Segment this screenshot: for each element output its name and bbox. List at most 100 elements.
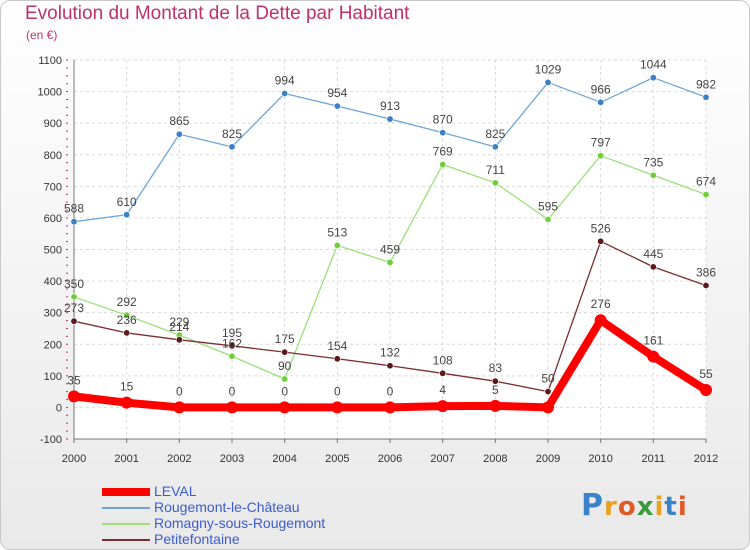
data-point (384, 401, 396, 414)
data-point (439, 129, 447, 137)
y-tick-label: 300 (44, 308, 62, 320)
data-label: 386 (696, 266, 716, 280)
data-label: 0 (281, 384, 288, 398)
data-label: 0 (229, 384, 236, 398)
data-point (281, 348, 289, 356)
data-label: 982 (696, 77, 716, 91)
data-point (278, 401, 291, 414)
logo-letter: i (654, 492, 665, 522)
data-point (226, 401, 238, 414)
data-label: 588 (64, 202, 84, 216)
data-label: 994 (275, 73, 295, 87)
data-point (228, 143, 236, 151)
data-label: 0 (176, 384, 183, 398)
y-tick-label: 1000 (38, 87, 62, 99)
chart-subtitle: (en €) (26, 28, 58, 42)
data-label: 445 (643, 247, 663, 261)
data-label: 526 (591, 221, 611, 235)
legend-swatch (102, 507, 150, 509)
logo-letter: r (604, 492, 618, 522)
x-tick-label: 2010 (588, 453, 612, 465)
data-point (175, 130, 183, 138)
data-point (70, 317, 78, 325)
data-point (702, 93, 710, 101)
x-tick-label: 2003 (220, 453, 244, 465)
data-point (489, 399, 502, 412)
data-point (68, 390, 80, 403)
data-point (702, 282, 710, 290)
plot-area (74, 60, 706, 439)
x-tick-label: 2001 (114, 453, 138, 465)
data-point (123, 311, 131, 319)
data-label: 15 (120, 380, 134, 394)
x-tick-label: 2007 (430, 453, 454, 465)
data-point (228, 352, 236, 360)
data-label: 90 (278, 359, 292, 373)
data-point (649, 263, 657, 271)
data-point (439, 369, 447, 377)
data-label: 229 (169, 315, 189, 329)
x-tick-label: 2002 (167, 453, 191, 465)
data-point (173, 401, 186, 414)
legend-label: Romagny-sous-Rougemont (154, 515, 326, 531)
data-label: 735 (643, 155, 663, 169)
data-label: 0 (334, 384, 341, 398)
data-label: 825 (485, 127, 505, 141)
data-label: 195 (222, 326, 242, 340)
y-tick-label: 100 (44, 371, 62, 383)
data-point (649, 74, 657, 82)
data-point (333, 102, 341, 110)
grid (73, 59, 707, 440)
data-point (333, 241, 341, 249)
data-label: 913 (380, 99, 400, 113)
data-label: 1029 (535, 62, 562, 76)
y-tick-label: 900 (44, 118, 62, 130)
data-label: 50 (541, 372, 555, 386)
legend-label: Rougemont-le-Château (154, 499, 300, 515)
data-point (491, 179, 499, 187)
data-label: 769 (433, 145, 453, 159)
data-label: 175 (275, 332, 295, 346)
data-label: 797 (591, 136, 611, 150)
logo-letter: i (677, 492, 688, 522)
logo-letter: t (664, 492, 678, 522)
legend-swatch (102, 488, 150, 496)
data-label: 459 (380, 242, 400, 256)
y-tick-label: 600 (44, 213, 62, 225)
data-point (120, 396, 133, 409)
data-point (544, 388, 552, 396)
axes: -100010020030040050060070080090010001100… (38, 55, 719, 465)
x-tick-label: 2008 (483, 453, 507, 465)
data-point (436, 400, 449, 413)
data-label: 132 (380, 346, 400, 360)
data-point (281, 375, 289, 383)
data-point (647, 350, 660, 363)
data-point (702, 191, 710, 199)
logo-letter: x (636, 492, 655, 522)
data-point (439, 161, 447, 169)
data-point (542, 401, 554, 414)
data-label: 4 (439, 383, 446, 397)
data-point (649, 171, 657, 179)
data-label: 83 (489, 361, 503, 375)
data-point (544, 215, 552, 223)
data-label: 55 (699, 367, 713, 381)
data-label: 162 (222, 336, 242, 350)
data-label: 966 (591, 82, 611, 96)
data-point (331, 401, 344, 414)
proxiti-logo: Proxiti (581, 488, 688, 523)
x-tick-label: 2006 (378, 453, 402, 465)
data-point (175, 336, 183, 344)
data-point (386, 362, 394, 370)
y-tick-label: 1100 (38, 55, 62, 67)
y-tick-label: 800 (44, 150, 62, 162)
data-point (597, 237, 605, 245)
data-point (491, 143, 499, 151)
x-tick-label: 2000 (62, 453, 86, 465)
data-label: 273 (64, 301, 84, 315)
data-labels: 588 610 865 825 994 954 913 870 825 1029 966 1044 98… (64, 58, 716, 399)
series (68, 74, 712, 414)
data-label: 610 (117, 195, 137, 209)
y-tick-label: -100 (40, 434, 62, 446)
